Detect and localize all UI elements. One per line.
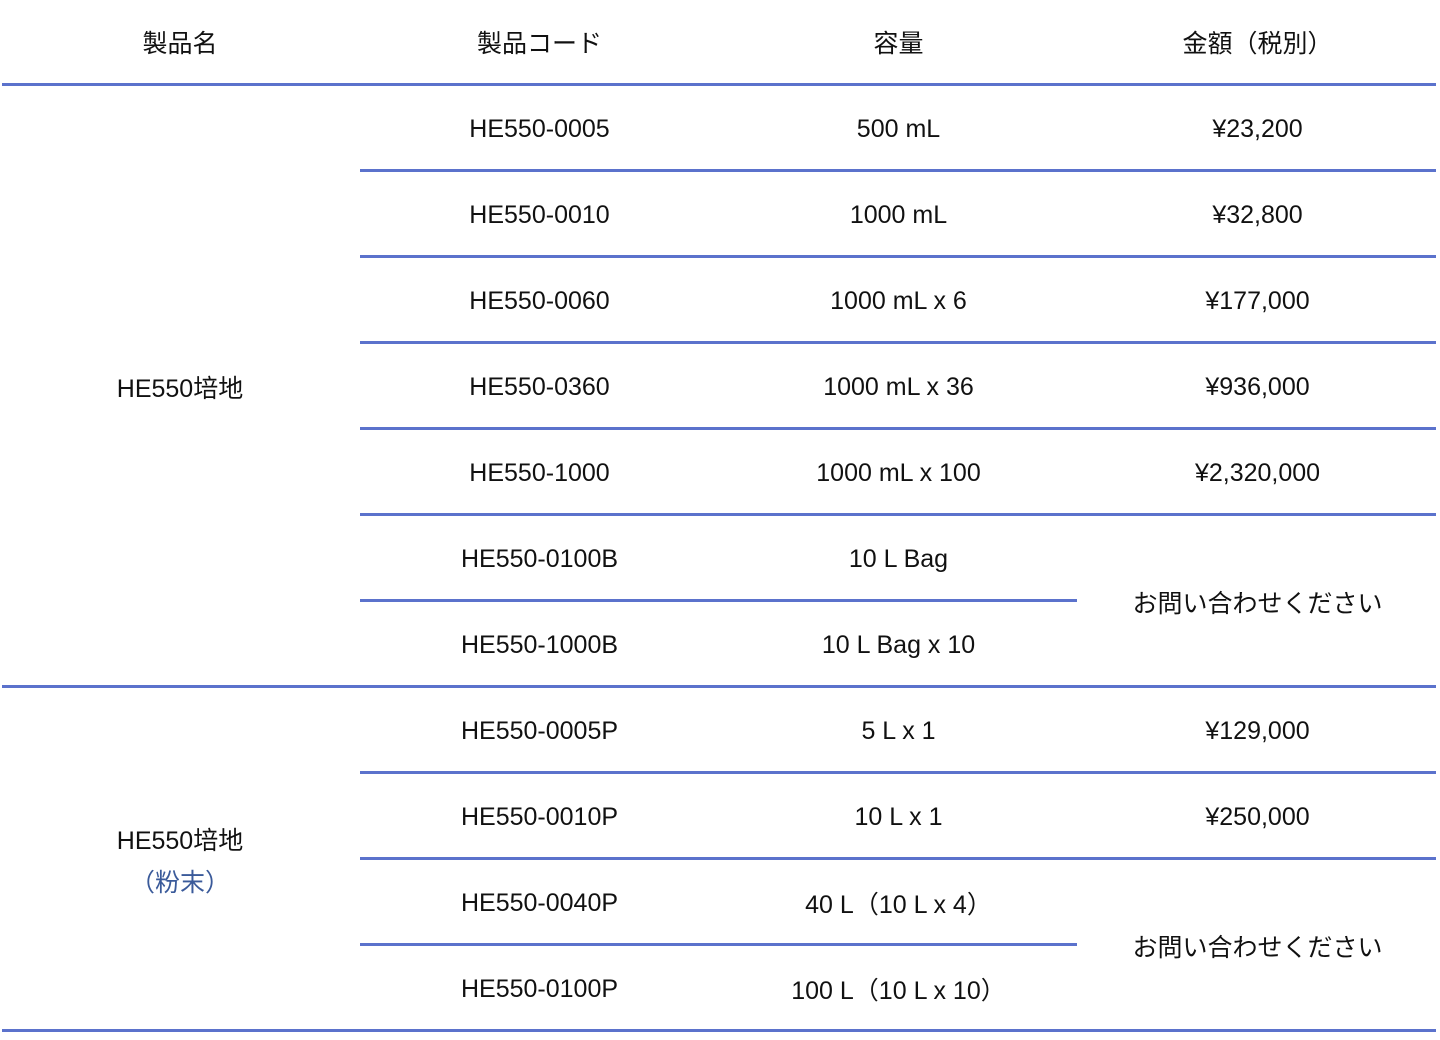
row-divider (360, 943, 1077, 946)
product-code-cell: HE550-0010 (469, 200, 610, 229)
row-divider (360, 513, 1436, 516)
contact-us-price-cell: お問い合わせください (1132, 590, 1383, 618)
group-divider (2, 1029, 1436, 1032)
price-cell: ¥23,200 (1212, 114, 1303, 143)
product-code-cell: HE550-1000B (460, 630, 619, 659)
contact-us-price-cell: お問い合わせください (1132, 934, 1383, 962)
product-code-cell: HE550-0100P (460, 974, 619, 1003)
price-cell: ¥32,800 (1212, 200, 1303, 229)
price-cell: ¥129,000 (1205, 716, 1310, 745)
volume-cell: 10 L Bag (848, 544, 949, 573)
price-cell: ¥177,000 (1205, 286, 1310, 315)
product-code-cell: HE550-0005 (469, 114, 610, 143)
product-code-cell: HE550-0005P (460, 716, 619, 745)
price-cell: ¥2,320,000 (1194, 458, 1321, 487)
header-volume: 容量 (873, 30, 924, 58)
product-name: HE550培地 (116, 827, 244, 855)
product-name: HE550培地 (116, 375, 244, 403)
volume-cell: 100 L（10 L x 10） (791, 977, 1006, 1005)
product-code-cell: HE550-0040P (460, 888, 619, 917)
header-divider (2, 83, 1436, 86)
row-divider (360, 857, 1436, 860)
volume-cell: 1000 mL x 100 (816, 458, 981, 487)
header-product-code: 製品コード (476, 30, 602, 58)
volume-cell: 500 mL (856, 114, 941, 143)
price-cell: ¥936,000 (1205, 372, 1310, 401)
product-code-cell: HE550-1000 (469, 458, 610, 487)
header-product-name: 製品名 (142, 30, 218, 58)
volume-cell: 1000 mL x 36 (823, 372, 974, 401)
row-divider (360, 427, 1436, 430)
volume-cell: 1000 mL x 6 (830, 286, 967, 315)
price-cell: ¥250,000 (1205, 802, 1310, 831)
row-divider (360, 255, 1436, 258)
product-code-cell: HE550-0010P (460, 802, 619, 831)
row-divider (360, 169, 1436, 172)
product-code-cell: HE550-0100B (460, 544, 619, 573)
row-divider (360, 771, 1436, 774)
volume-cell: 1000 mL (849, 200, 948, 229)
volume-cell: 10 L Bag x 10 (821, 630, 976, 659)
product-form-note: （粉末） (129, 869, 230, 897)
product-name-cell: HE550培地 （粉末） (0, 688, 360, 1032)
volume-cell: 5 L x 1 (861, 716, 936, 745)
volume-cell: 10 L x 1 (854, 802, 943, 831)
row-divider (360, 599, 1077, 602)
volume-cell: 40 L（10 L x 4） (805, 891, 992, 919)
group-divider (2, 685, 1436, 688)
row-divider (360, 341, 1436, 344)
product-code-cell: HE550-0360 (469, 372, 610, 401)
header-price: 金額（税別） (1182, 30, 1333, 58)
product-code-cell: HE550-0060 (469, 286, 610, 315)
product-name-cell: HE550培地 (0, 86, 360, 688)
